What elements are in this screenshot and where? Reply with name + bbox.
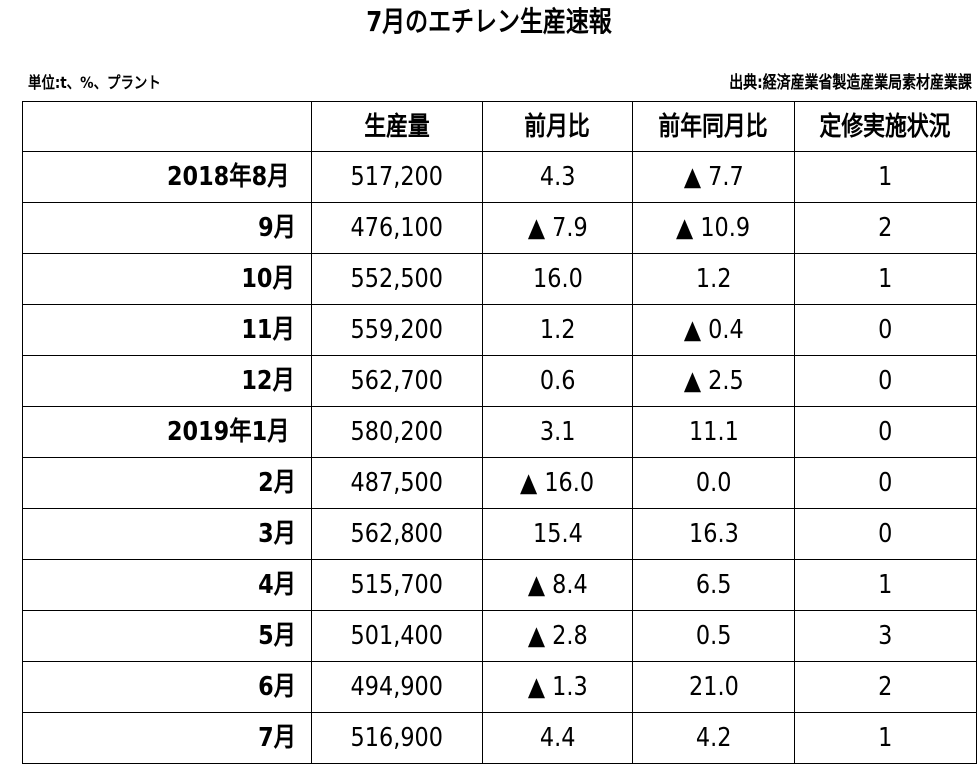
cell-mom: 4.4	[482, 712, 633, 764]
cell-mom: ▲ 7.9	[482, 202, 633, 254]
header-mom: 前月比	[482, 101, 633, 152]
cell-production: 517,200	[311, 151, 483, 203]
cell-month: 9月	[22, 202, 312, 254]
cell-month: 2019年1月	[22, 406, 312, 458]
unit-note: 単位:t、%、プラント	[28, 73, 161, 92]
cell-mom: 4.3	[482, 151, 633, 203]
ethylene-production-table: 生産量 前月比 前年同月比 定修実施状況 2018年8月 517,200 4.3 ▲ …	[22, 101, 977, 764]
cell-yoy: 1.2	[632, 253, 795, 305]
cell-maintenance: 0	[794, 406, 977, 458]
cell-yoy: ▲ 0.4	[632, 304, 795, 356]
cell-month: 2月	[22, 457, 312, 509]
cell-yoy: 0.0	[632, 457, 795, 509]
table-row: 10月 552,500 16.0 1.2 1	[22, 253, 977, 305]
cell-production: 494,900	[311, 661, 483, 713]
cell-yoy: ▲ 10.9	[632, 202, 795, 254]
header-month	[22, 101, 312, 152]
table-row: 2月 487,500 ▲ 16.0 0.0 0	[22, 457, 977, 509]
cell-month: 7月	[22, 712, 312, 764]
cell-yoy: 16.3	[632, 508, 795, 560]
cell-month: 6月	[22, 661, 312, 713]
cell-maintenance: 0	[794, 355, 977, 407]
cell-yoy: 11.1	[632, 406, 795, 458]
table-row: 5月 501,400 ▲ 2.8 0.5 3	[22, 610, 977, 662]
cell-production: 580,200	[311, 406, 483, 458]
cell-month: 3月	[22, 508, 312, 560]
cell-yoy: 6.5	[632, 559, 795, 611]
table-row: 3月 562,800 15.4 16.3 0	[22, 508, 977, 560]
cell-maintenance: 0	[794, 457, 977, 509]
cell-month: 11月	[22, 304, 312, 356]
table-row: 12月 562,700 0.6 ▲ 2.5 0	[22, 355, 977, 407]
cell-month: 4月	[22, 559, 312, 611]
table-row: 11月 559,200 1.2 ▲ 0.4 0	[22, 304, 977, 356]
cell-yoy: ▲ 2.5	[632, 355, 795, 407]
page-title: 7月のエチレン生産速報	[366, 5, 612, 38]
cell-production: 516,900	[311, 712, 483, 764]
cell-yoy: ▲ 7.7	[632, 151, 795, 203]
cell-mom: ▲ 8.4	[482, 559, 633, 611]
cell-mom: ▲ 1.3	[482, 661, 633, 713]
cell-production: 487,500	[311, 457, 483, 509]
cell-month: 5月	[22, 610, 312, 662]
cell-yoy: 4.2	[632, 712, 795, 764]
cell-month: 2018年8月	[22, 151, 312, 203]
cell-month: 10月	[22, 253, 312, 305]
cell-mom: 0.6	[482, 355, 633, 407]
cell-production: 476,100	[311, 202, 483, 254]
table-row: 7月 516,900 4.4 4.2 1	[22, 712, 977, 764]
cell-month: 12月	[22, 355, 312, 407]
table-header-row: 生産量 前月比 前年同月比 定修実施状況	[22, 101, 977, 152]
cell-yoy: 21.0	[632, 661, 795, 713]
cell-production: 562,800	[311, 508, 483, 560]
table-row: 2018年8月 517,200 4.3 ▲ 7.7 1	[22, 151, 977, 203]
cell-production: 552,500	[311, 253, 483, 305]
cell-mom: 3.1	[482, 406, 633, 458]
cell-maintenance: 1	[794, 151, 977, 203]
table-row: 4月 515,700 ▲ 8.4 6.5 1	[22, 559, 977, 611]
cell-mom: 1.2	[482, 304, 633, 356]
cell-production: 562,700	[311, 355, 483, 407]
table-row: 9月 476,100 ▲ 7.9 ▲ 10.9 2	[22, 202, 977, 254]
cell-maintenance: 2	[794, 661, 977, 713]
cell-production: 515,700	[311, 559, 483, 611]
header-maintenance: 定修実施状況	[794, 101, 977, 152]
cell-maintenance: 1	[794, 712, 977, 764]
cell-maintenance: 1	[794, 253, 977, 305]
cell-mom: ▲ 2.8	[482, 610, 633, 662]
cell-maintenance: 3	[794, 610, 977, 662]
table-row: 6月 494,900 ▲ 1.3 21.0 2	[22, 661, 977, 713]
cell-maintenance: 0	[794, 508, 977, 560]
cell-maintenance: 0	[794, 304, 977, 356]
table-row: 2019年1月 580,200 3.1 11.1 0	[22, 406, 977, 458]
cell-mom: 15.4	[482, 508, 633, 560]
cell-production: 559,200	[311, 304, 483, 356]
header-production: 生産量	[311, 101, 483, 152]
cell-maintenance: 1	[794, 559, 977, 611]
cell-mom: 16.0	[482, 253, 633, 305]
cell-production: 501,400	[311, 610, 483, 662]
cell-maintenance: 2	[794, 202, 977, 254]
source-note: 出典:経済産業省製造産業局素材産業課	[729, 73, 972, 93]
cell-yoy: 0.5	[632, 610, 795, 662]
header-yoy: 前年同月比	[632, 101, 795, 152]
cell-mom: ▲ 16.0	[482, 457, 633, 509]
